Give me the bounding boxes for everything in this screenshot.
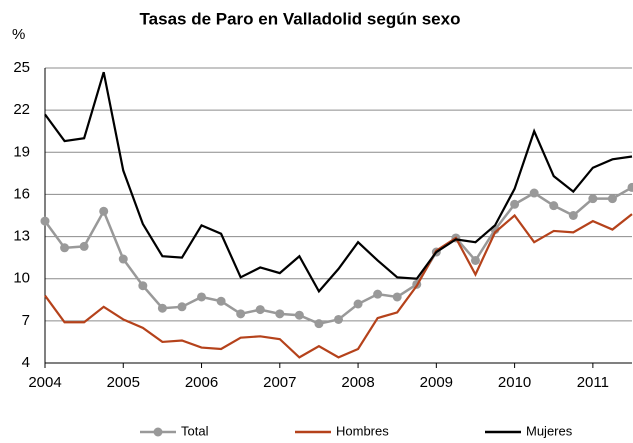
y-tick-label: 4: [22, 354, 30, 371]
legend-label: Mujeres: [526, 423, 573, 438]
legend-label: Hombres: [336, 423, 389, 438]
series-line: [44, 213, 633, 359]
point: [275, 309, 285, 319]
legend-marker: [153, 427, 163, 437]
y-tick-label: 13: [13, 228, 30, 245]
point: [79, 241, 89, 251]
point: [138, 281, 148, 291]
point: [549, 201, 559, 211]
x-tick-label: 2011: [577, 374, 609, 391]
x-tick-label: 2007: [263, 374, 296, 391]
y-tick-label: 25: [13, 59, 30, 76]
y-tick-label: 10: [13, 270, 30, 287]
series-line: [43, 186, 633, 325]
point: [607, 194, 617, 204]
point: [529, 188, 539, 198]
chart-title: Tasas de Paro en Valladolid según sexo: [140, 9, 461, 28]
point: [118, 254, 128, 264]
point: [588, 194, 598, 204]
point: [470, 255, 480, 265]
y-tick-label: 16: [13, 185, 30, 202]
x-tick-label: 2006: [185, 374, 218, 391]
point: [294, 310, 304, 320]
y-axis-label: %: [12, 26, 25, 43]
point: [255, 305, 265, 315]
x-tick-label: 2008: [341, 374, 374, 391]
point: [99, 206, 109, 216]
point: [510, 199, 520, 209]
y-tick-label: 7: [22, 312, 30, 329]
x-tick-label: 2005: [107, 374, 140, 391]
point: [177, 302, 187, 312]
point: [236, 309, 246, 319]
y-tick-label: 19: [13, 143, 30, 160]
series-line: [44, 71, 633, 294]
point: [568, 211, 578, 220]
point: [392, 292, 402, 302]
point: [627, 182, 633, 192]
point: [353, 299, 363, 309]
point: [40, 216, 50, 226]
point: [60, 243, 70, 253]
y-tick-label: 22: [13, 101, 30, 118]
point: [216, 296, 226, 306]
legend-label: Total: [181, 423, 209, 438]
point: [197, 292, 207, 302]
x-tick-label: 2010: [498, 374, 531, 391]
x-tick-label: 2004: [28, 374, 61, 391]
x-tick-label: 2009: [420, 374, 453, 391]
point: [314, 319, 324, 329]
point: [373, 289, 383, 299]
point: [334, 314, 343, 324]
point: [157, 303, 167, 313]
